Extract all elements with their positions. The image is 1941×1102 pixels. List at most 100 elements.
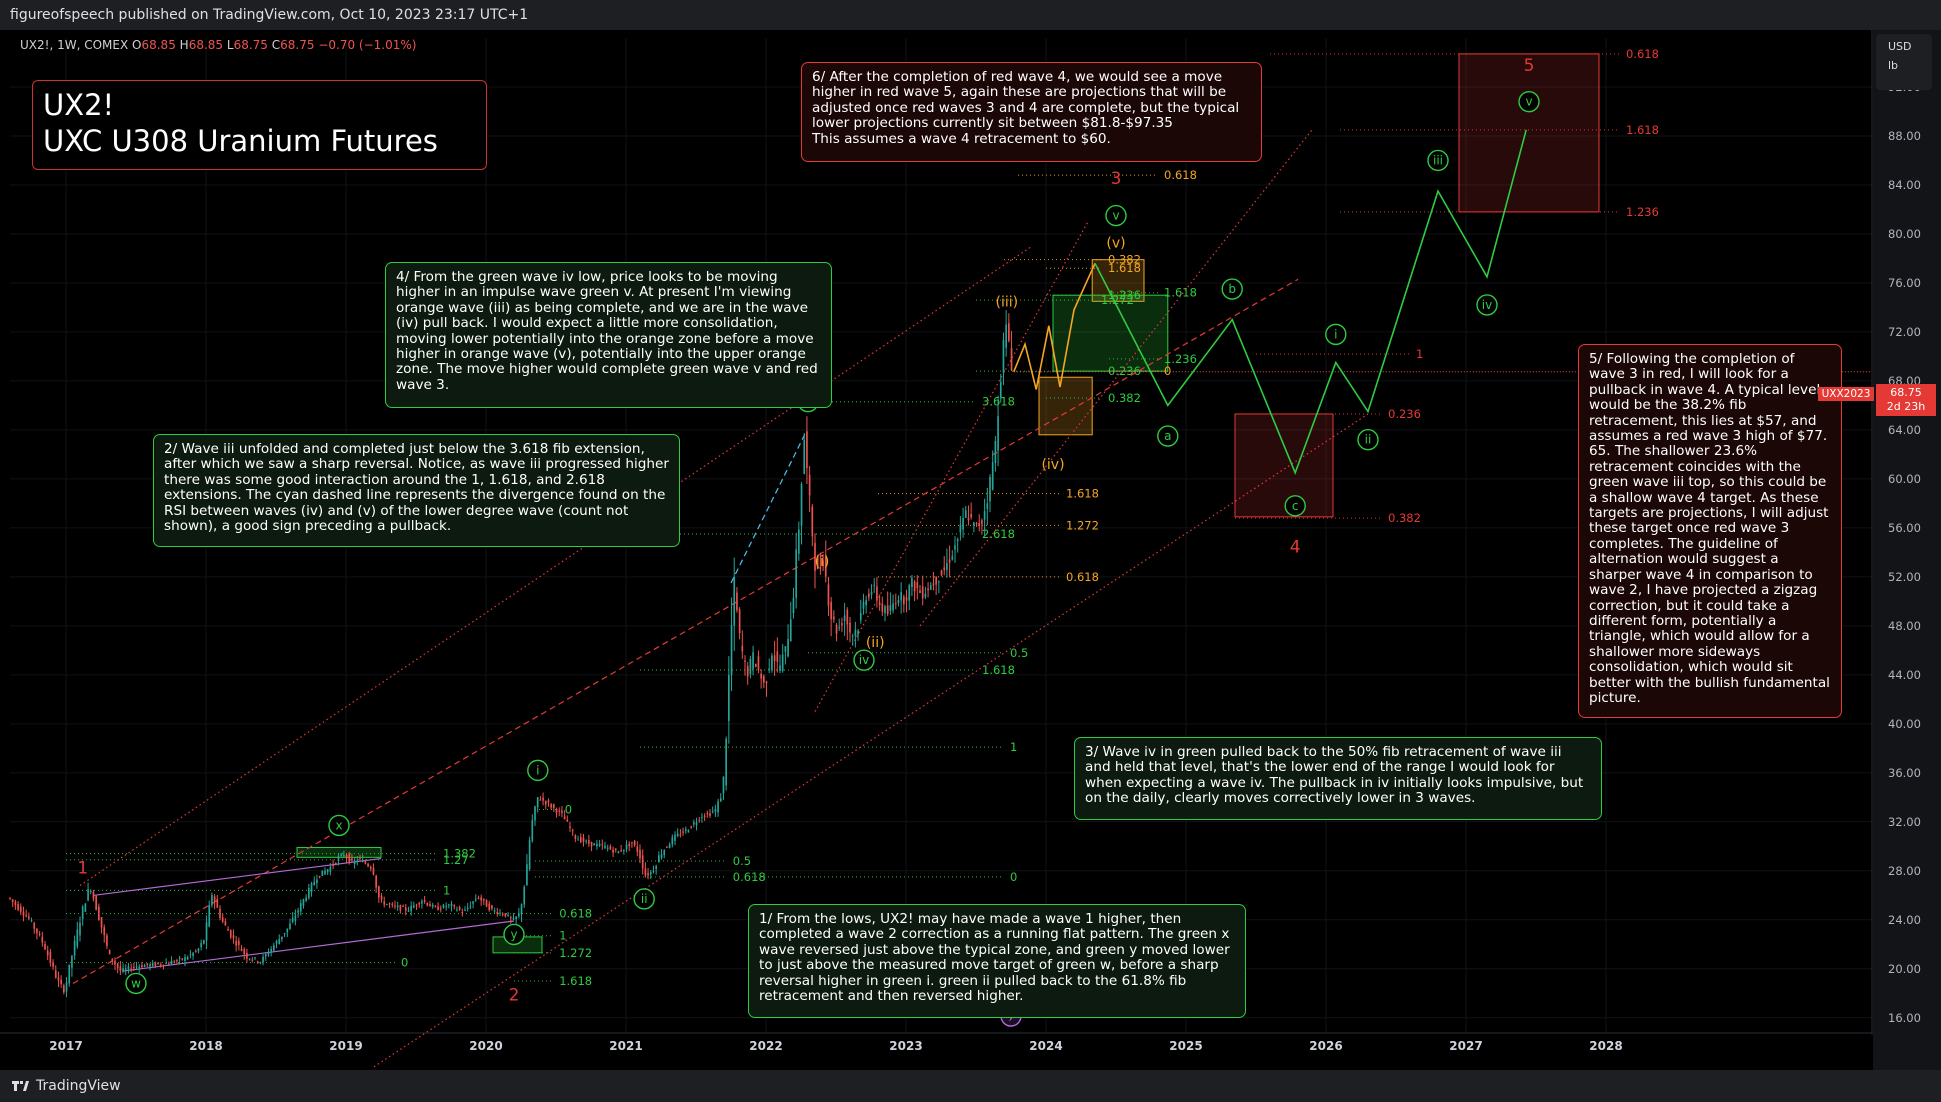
candle-body bbox=[200, 942, 202, 948]
candle-body bbox=[130, 968, 132, 970]
bar-countdown: 2d 23h bbox=[1886, 400, 1926, 413]
candle-body bbox=[472, 901, 474, 904]
note-2: 2/ Wave iii unfolded and completed just … bbox=[153, 434, 680, 547]
trend-line bbox=[919, 129, 1313, 627]
candle-body bbox=[418, 902, 421, 905]
note-6: 6/ After the completion of red wave 4, w… bbox=[801, 62, 1262, 162]
candle-body bbox=[970, 513, 972, 518]
candle-body bbox=[76, 929, 79, 947]
tradingview-logo-icon bbox=[12, 1081, 29, 1091]
candle-body bbox=[232, 935, 235, 939]
candle-body bbox=[44, 944, 46, 950]
candle-body bbox=[644, 868, 647, 876]
candle-body bbox=[865, 600, 867, 606]
candle-body bbox=[754, 663, 757, 667]
currency-unit-selector[interactable]: USD lb bbox=[1876, 34, 1932, 90]
candle-body bbox=[458, 907, 461, 910]
y-tick-label: 84.00 bbox=[1888, 178, 1921, 192]
candle-body bbox=[57, 977, 60, 981]
candle-body bbox=[313, 881, 316, 886]
candle-body bbox=[256, 961, 259, 963]
candle-body bbox=[369, 866, 372, 869]
candle-body bbox=[892, 603, 894, 611]
candle-body bbox=[876, 586, 878, 600]
y-tick-label: 40.00 bbox=[1888, 717, 1921, 731]
y-tick-label: 32.00 bbox=[1888, 815, 1921, 829]
candle-body bbox=[79, 922, 81, 936]
candle-body bbox=[859, 612, 862, 621]
fib-level-label: 1 bbox=[1010, 740, 1017, 754]
candle-body bbox=[407, 910, 410, 912]
candle-body bbox=[927, 588, 929, 591]
candle-body bbox=[924, 593, 927, 598]
candle-body bbox=[827, 584, 830, 606]
wave-label: w bbox=[131, 976, 141, 990]
candle-body bbox=[763, 676, 765, 683]
candle-body bbox=[518, 913, 520, 917]
fib-level-label: 1.272 bbox=[559, 946, 592, 960]
candle-body bbox=[579, 836, 582, 843]
fib-level-label: 1.618 bbox=[1626, 123, 1659, 137]
candle-body bbox=[326, 869, 329, 873]
wave-label-circle bbox=[1325, 323, 1347, 346]
candle-body bbox=[329, 866, 332, 872]
candle-body bbox=[289, 923, 291, 930]
candle-body bbox=[903, 596, 905, 605]
candle-body bbox=[98, 906, 100, 920]
high-value: 68.85 bbox=[188, 38, 224, 52]
fib-level-label: 1.618 bbox=[559, 974, 592, 988]
y-tick-label: 76.00 bbox=[1888, 276, 1921, 290]
wave-label: (i) bbox=[815, 554, 830, 570]
wave-label-circle bbox=[1476, 294, 1498, 316]
trend-line bbox=[814, 221, 1089, 712]
candle-body bbox=[593, 843, 596, 846]
wave-label: (v) bbox=[1106, 236, 1125, 252]
candle-body bbox=[415, 904, 418, 906]
candle-body bbox=[111, 958, 114, 962]
close-label: C bbox=[271, 38, 281, 52]
candle-body bbox=[938, 581, 940, 583]
wave-label: x bbox=[335, 818, 342, 832]
candle-body bbox=[345, 854, 348, 858]
candle-body bbox=[800, 483, 803, 526]
close-value: 68.75 bbox=[280, 38, 315, 52]
wave-label-circle bbox=[1105, 204, 1127, 227]
candle-body bbox=[701, 817, 703, 819]
candle-body bbox=[569, 826, 571, 828]
candle-body bbox=[138, 966, 141, 969]
fib-level-label: 0.618 bbox=[1626, 47, 1659, 61]
wave-label-circle bbox=[328, 814, 350, 837]
fib-level-label: 2.618 bbox=[982, 527, 1015, 541]
fib-level-label: 0.382 bbox=[1108, 391, 1141, 405]
candle-body bbox=[824, 556, 827, 577]
candle-body bbox=[617, 851, 620, 854]
fib-level-label: 0.236 bbox=[1388, 407, 1421, 421]
wave-label: y bbox=[510, 927, 517, 941]
open-label: O bbox=[132, 38, 142, 52]
candle-body bbox=[165, 962, 167, 964]
wave-label-circle bbox=[853, 649, 875, 671]
candle-body bbox=[203, 940, 205, 944]
wave-label: ii bbox=[641, 892, 648, 906]
change-value: −0.70 (−1.01%) bbox=[318, 38, 417, 52]
candle-body bbox=[660, 854, 663, 858]
fib-level-label: 1.236 bbox=[1626, 205, 1659, 219]
fib-level-label: 1 bbox=[1416, 347, 1423, 361]
candle-body bbox=[157, 962, 159, 964]
candle-body bbox=[795, 549, 797, 599]
y-tick-label: 20.00 bbox=[1888, 962, 1921, 976]
candle-body bbox=[787, 638, 789, 657]
candle-body bbox=[178, 957, 181, 959]
candle-body bbox=[273, 945, 275, 951]
candle-body bbox=[528, 840, 531, 870]
y-tick-label: 64.00 bbox=[1888, 423, 1921, 437]
candle-body bbox=[216, 898, 219, 908]
candle-body bbox=[283, 933, 286, 935]
fib-level-label: 1.272 bbox=[1101, 293, 1134, 307]
wave-label: v bbox=[1525, 95, 1532, 109]
candle-body bbox=[773, 655, 776, 662]
candle-body bbox=[143, 965, 146, 968]
trend-line bbox=[730, 433, 806, 584]
candle-body bbox=[278, 938, 281, 945]
candle-body bbox=[542, 797, 544, 801]
